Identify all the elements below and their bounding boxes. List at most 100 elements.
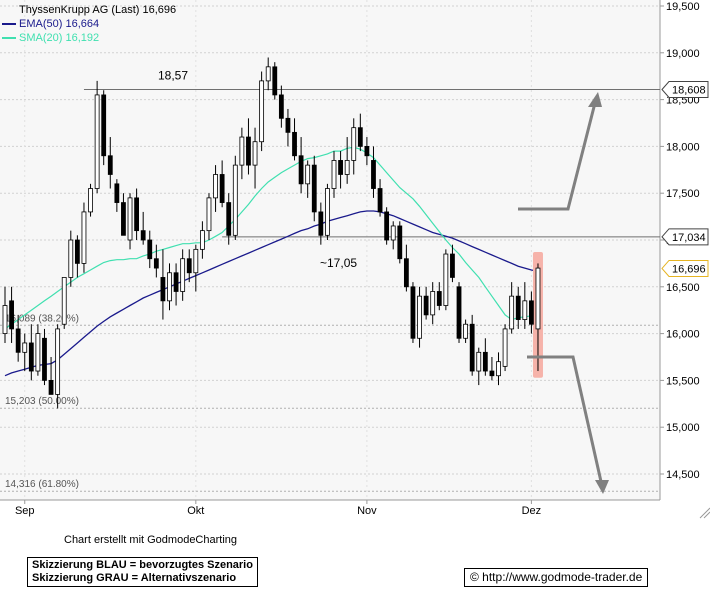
candle	[305, 160, 311, 198]
fib-label: 14,316 (61.80%)	[5, 479, 79, 490]
candle	[403, 244, 409, 292]
legend: ThyssenKrupp AG (Last) 16,696 EMA(50) 16…	[2, 3, 176, 45]
candle-body	[410, 286, 416, 339]
x-tick-label: Sep	[15, 505, 35, 517]
candle	[134, 188, 140, 240]
candle	[384, 207, 390, 245]
x-axis: Sep Okt Nov Dez	[15, 500, 541, 517]
candle	[436, 282, 442, 311]
candle	[377, 179, 383, 217]
candle-body	[463, 323, 469, 339]
resize-grip	[699, 507, 710, 519]
candle	[357, 113, 363, 152]
y-tick-label: 19,500	[666, 1, 700, 13]
candle	[285, 108, 291, 147]
candle	[28, 324, 34, 381]
candle-body	[364, 145, 370, 157]
candle-body	[246, 136, 251, 166]
candle	[298, 137, 304, 194]
candle-body	[55, 328, 61, 395]
candle-body	[298, 155, 304, 185]
x-tick-label: Dez	[522, 505, 542, 517]
legend-sma: SMA(20) 16,192	[2, 31, 176, 45]
candle	[147, 230, 153, 269]
candle	[535, 263, 541, 372]
legend-swatch-ema	[2, 23, 16, 25]
candle	[417, 286, 422, 348]
resize-grip	[703, 511, 710, 519]
candle-body	[285, 117, 291, 133]
scenario-gray: Skizzierung GRAU = Alternativszenario	[32, 572, 237, 584]
candle	[121, 193, 126, 236]
scenario-arrows	[518, 92, 609, 494]
x-tick-label: Okt	[187, 505, 204, 517]
candle	[246, 118, 251, 175]
candles	[2, 57, 541, 409]
candle	[443, 249, 449, 311]
candle	[167, 263, 172, 311]
resistance-label: ~17,05	[320, 256, 357, 270]
candle	[114, 179, 120, 212]
candle-body	[502, 328, 508, 367]
candle	[292, 118, 297, 161]
candle	[61, 277, 67, 329]
candle	[35, 324, 41, 376]
candle-body	[390, 225, 396, 241]
price-tag	[661, 228, 709, 246]
candle	[101, 90, 107, 166]
candle-body	[529, 300, 534, 325]
candle-body	[436, 291, 442, 306]
candle-body	[496, 361, 501, 377]
candle	[397, 221, 403, 264]
candle	[482, 338, 488, 376]
candle-body	[121, 202, 126, 236]
legend-main: ThyssenKrupp AG (Last) 16,696	[2, 3, 176, 17]
candle-body	[15, 328, 21, 353]
candle-body	[515, 295, 521, 320]
candle	[160, 249, 166, 320]
candle-body	[482, 351, 488, 372]
candle-body	[252, 141, 258, 166]
candle	[529, 291, 534, 334]
candle	[199, 221, 205, 259]
candle	[450, 244, 455, 283]
candle-body	[469, 323, 475, 372]
y-tick-label: 19,000	[666, 48, 700, 60]
copyright-link[interactable]: © http://www.godmode-trader.de	[464, 568, 649, 587]
bullish-arrow-line	[518, 98, 598, 211]
legend-ema-label: EMA(50) 16,664	[19, 18, 100, 30]
y-tick-label: 17,500	[666, 188, 700, 200]
candle	[22, 333, 28, 372]
ema-line	[4, 210, 539, 377]
candle-body	[357, 127, 363, 147]
candle	[489, 357, 495, 381]
candle	[390, 221, 396, 250]
candle-body	[311, 164, 317, 213]
candle	[239, 127, 245, 180]
candle	[107, 137, 113, 189]
candle-body	[259, 80, 265, 143]
candle-body	[338, 160, 343, 175]
candle-body	[456, 286, 462, 339]
bearish-arrow-line	[527, 355, 604, 487]
candle-body	[272, 66, 278, 96]
candle-body	[325, 188, 330, 236]
candle-body	[199, 230, 205, 250]
price-tag-label: 18,608	[672, 84, 706, 96]
candle	[410, 282, 416, 343]
candle	[81, 202, 87, 273]
indicator-lines	[4, 146, 543, 378]
price-tags: 18,608 17,034 16,696	[661, 80, 709, 277]
candle-body	[219, 174, 225, 203]
y-tick-label: 14,500	[666, 469, 700, 481]
legend-ema: EMA(50) 16,664	[2, 17, 176, 31]
price-tag-label: 16,696	[672, 263, 706, 275]
candle-body	[167, 272, 172, 302]
candle-body	[74, 239, 80, 264]
candle	[173, 263, 179, 306]
candle	[140, 211, 146, 245]
candle-body	[114, 183, 120, 203]
candle	[509, 282, 515, 334]
price-tag	[661, 259, 709, 277]
candle	[9, 286, 14, 343]
